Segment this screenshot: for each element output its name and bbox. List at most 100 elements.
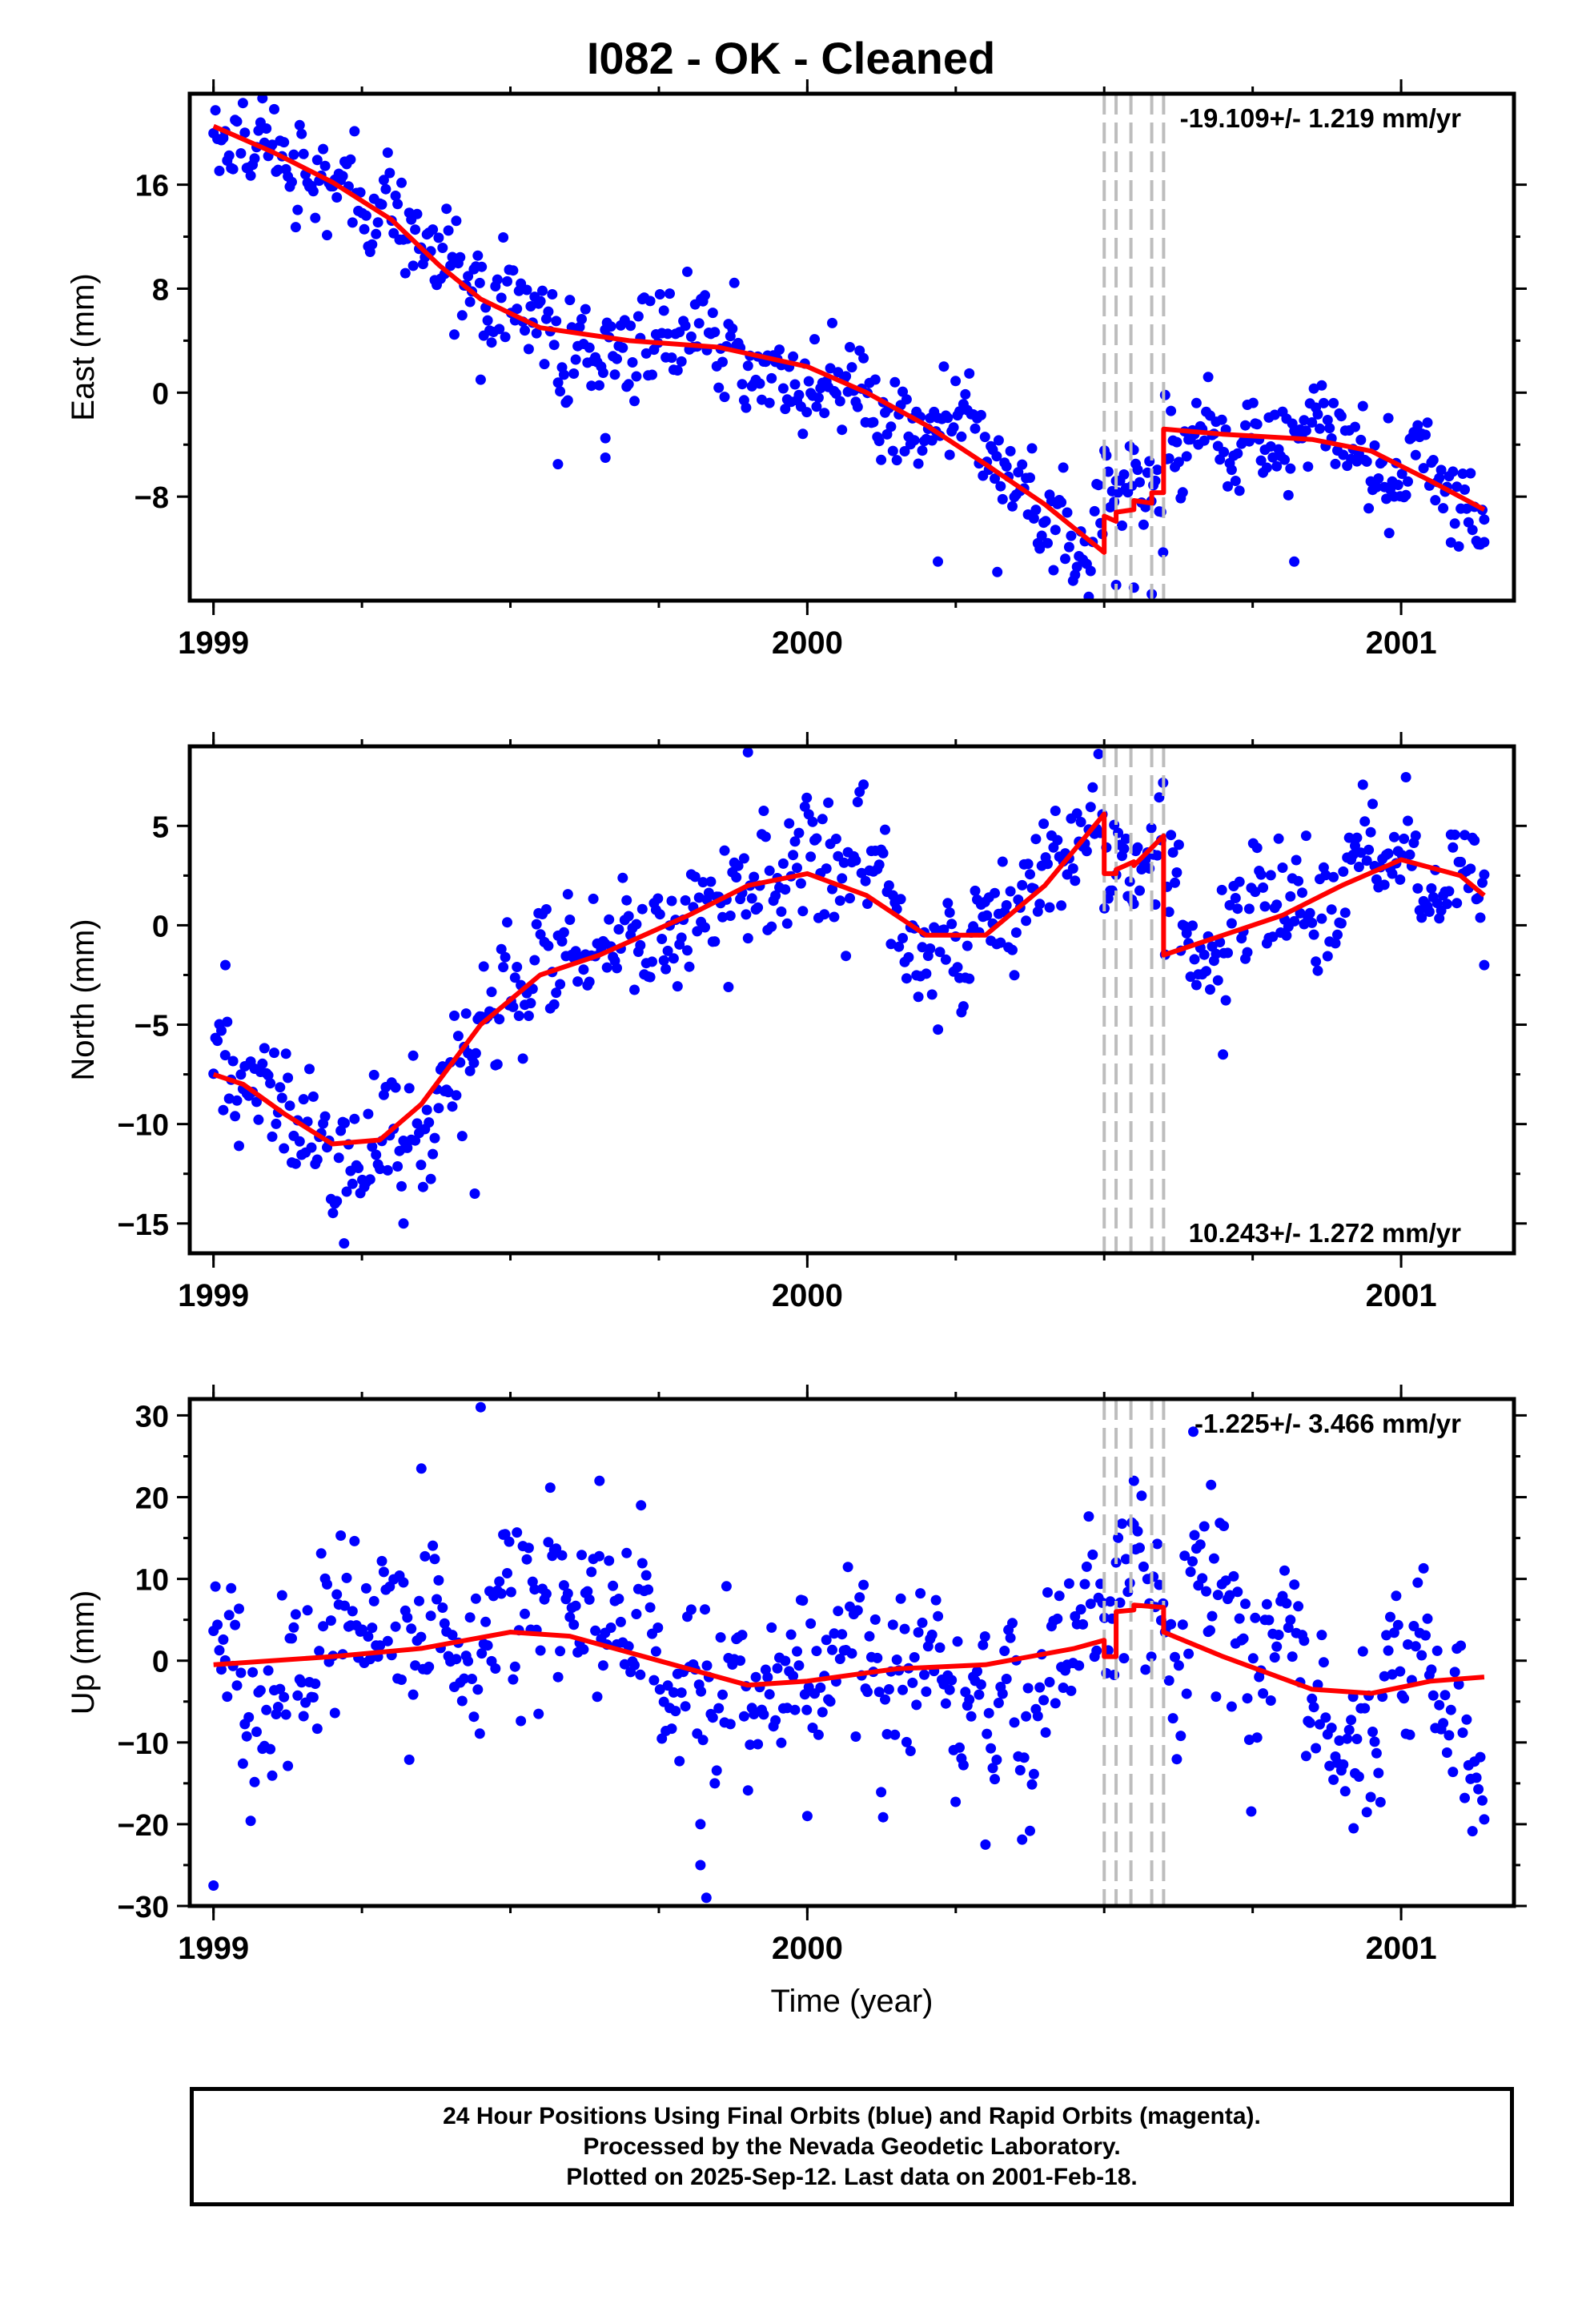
data-point	[1434, 913, 1445, 924]
data-point	[1132, 464, 1143, 476]
data-point	[1343, 1724, 1355, 1735]
data-point	[883, 880, 894, 891]
data-point	[1383, 1645, 1394, 1656]
data-point	[1430, 495, 1441, 506]
data-point	[834, 895, 845, 907]
data-point	[276, 1590, 287, 1601]
data-point	[1307, 917, 1318, 928]
data-point	[1224, 899, 1235, 911]
data-point	[845, 342, 855, 352]
data-point	[1120, 833, 1131, 844]
data-point	[272, 164, 283, 175]
data-point	[1355, 434, 1367, 445]
data-point	[279, 1691, 290, 1703]
data-point	[846, 362, 857, 373]
data-point	[1009, 970, 1020, 981]
data-point	[1361, 1807, 1372, 1818]
data-point	[1183, 1648, 1195, 1659]
data-point	[676, 356, 687, 367]
data-point	[1050, 1698, 1061, 1709]
data-point	[1224, 1590, 1235, 1601]
data-point	[335, 1530, 347, 1541]
data-point	[390, 191, 401, 201]
data-point	[1422, 417, 1433, 428]
data-point	[1138, 519, 1149, 530]
data-point	[494, 324, 505, 335]
data-point	[410, 224, 421, 235]
data-point	[1050, 525, 1061, 536]
data-point	[995, 937, 1006, 948]
data-point	[245, 170, 256, 181]
data-point	[1410, 1641, 1421, 1652]
data-point-outlier	[1348, 1823, 1359, 1834]
data-point	[1232, 1586, 1243, 1598]
data-point	[789, 379, 801, 390]
data-point	[1304, 907, 1315, 919]
data-point	[958, 1759, 969, 1771]
data-point-outlier	[1479, 959, 1490, 971]
panel-up: −30 −20 −10 0 10 20 30 1999 2000 2001 Up (mm) Time …	[66, 1385, 1527, 2019]
data-point	[349, 1535, 360, 1546]
data-point	[682, 266, 693, 277]
data-point	[1009, 1717, 1020, 1728]
data-point	[909, 435, 920, 446]
data-point	[656, 934, 668, 944]
data-point	[1388, 1627, 1399, 1638]
data-point	[1383, 412, 1394, 424]
data-point	[613, 1594, 624, 1604]
data-point	[1324, 1760, 1335, 1771]
data-point	[629, 984, 640, 995]
data-point	[1234, 1613, 1245, 1624]
data-point	[676, 1687, 687, 1699]
data-point	[817, 1707, 828, 1718]
data-point	[474, 1728, 485, 1739]
data-point	[964, 973, 975, 984]
data-point	[283, 1072, 294, 1084]
data-point	[1223, 947, 1233, 959]
data-point	[455, 251, 466, 263]
data-point	[1308, 1702, 1319, 1713]
data-point	[460, 1008, 472, 1019]
data-point	[368, 1595, 379, 1606]
data-point	[441, 203, 452, 215]
data-point	[801, 407, 813, 418]
data-point	[1251, 419, 1263, 430]
data-point	[745, 1739, 756, 1751]
data-point	[1299, 1635, 1310, 1647]
data-point	[987, 1763, 998, 1774]
data-point	[1152, 850, 1162, 861]
data-point	[219, 1050, 231, 1061]
data-point	[1060, 553, 1070, 565]
data-point	[1404, 1729, 1415, 1740]
data-point	[858, 1579, 869, 1590]
data-point	[958, 1001, 969, 1012]
data-point	[1403, 1639, 1413, 1650]
data-point	[1028, 1768, 1039, 1779]
data-point	[404, 1083, 415, 1094]
data-point	[834, 1654, 845, 1664]
data-point	[443, 1087, 454, 1098]
data-point	[990, 887, 1000, 899]
data-point	[339, 1600, 350, 1611]
data-point	[433, 1574, 444, 1586]
data-point	[1191, 397, 1202, 408]
data-point	[1373, 473, 1384, 484]
data-point	[944, 1684, 955, 1695]
data-point	[533, 1708, 544, 1719]
data-point	[1350, 840, 1360, 851]
plot-frame-north	[187, 744, 1516, 1256]
x-tick-label: 2001	[1366, 1278, 1437, 1313]
data-point	[915, 1588, 926, 1599]
data-point	[700, 1604, 710, 1615]
data-point	[858, 352, 869, 364]
data-point	[516, 1715, 527, 1727]
data-point	[294, 119, 305, 131]
data-point	[833, 1606, 844, 1617]
data-point	[476, 1648, 488, 1659]
data-point	[486, 337, 497, 348]
data-point	[367, 239, 378, 250]
data-point	[700, 922, 710, 933]
data-point	[803, 376, 814, 387]
data-point	[983, 1707, 994, 1719]
data-point	[1279, 1565, 1290, 1576]
